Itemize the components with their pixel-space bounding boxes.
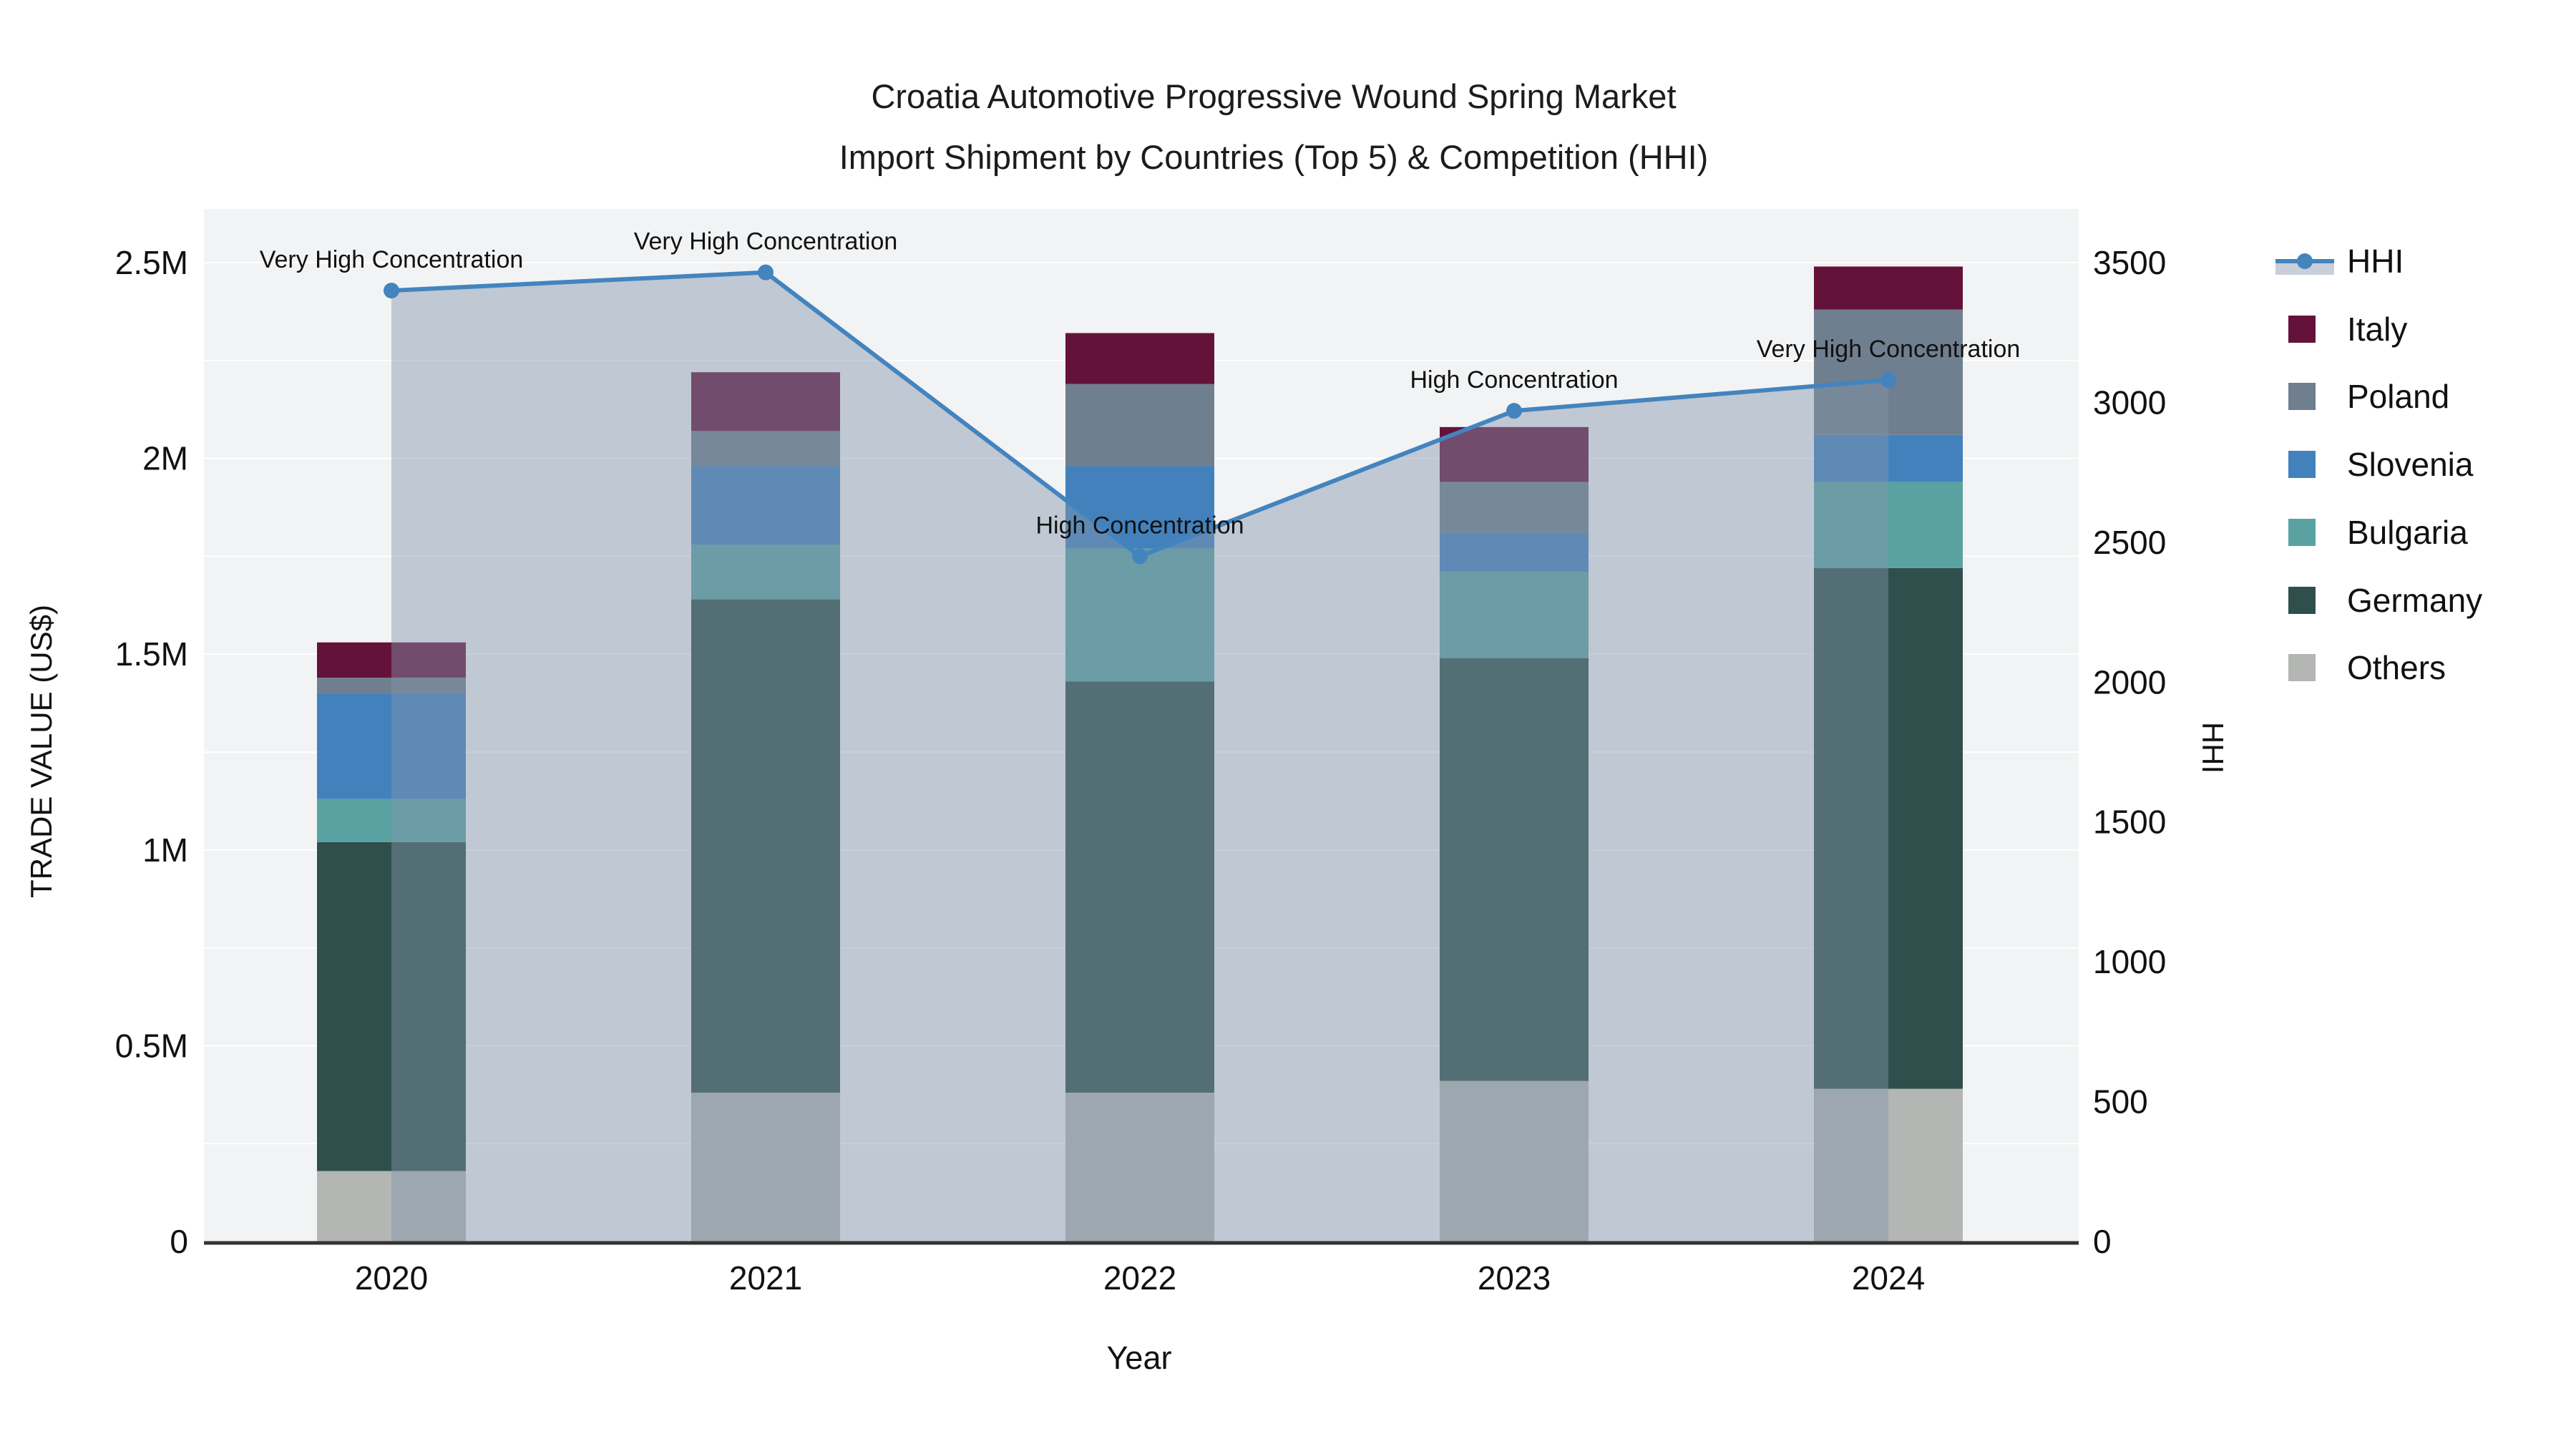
bar-segment-poland-2023[interactable]	[1440, 482, 1589, 533]
chart-title-line2: Import Shipment by Countries (Top 5) & C…	[839, 138, 1709, 176]
y-right-tick: 1000	[2093, 943, 2166, 980]
bar-segment-others-2020[interactable]	[317, 1171, 466, 1241]
y-right-tick: 0	[2093, 1223, 2112, 1260]
legend-swatch-slovenia	[2275, 443, 2334, 486]
bar-segment-bulgaria-2021[interactable]	[691, 544, 840, 600]
bar-segment-bulgaria-2023[interactable]	[1440, 572, 1589, 658]
legend-label: Others	[2347, 649, 2446, 687]
legend-label: Bulgaria	[2347, 513, 2468, 551]
bar-segment-bulgaria-2020[interactable]	[317, 799, 466, 842]
x-tick-2021: 2021	[729, 1259, 802, 1297]
bar-segment-slovenia-2024[interactable]	[1814, 434, 1963, 482]
bar-segment-slovenia-2021[interactable]	[691, 466, 840, 545]
bar-segment-italy-2021[interactable]	[691, 372, 840, 431]
y-axis-title-right: HHI	[2196, 721, 2230, 774]
bar-segment-others-2023[interactable]	[1440, 1080, 1589, 1241]
y-right-tick: 3000	[2093, 384, 2166, 421]
hhi-line-icon	[2275, 240, 2334, 283]
chart-title: Croatia Automotive Progressive Wound Spr…	[839, 66, 1709, 187]
bar-segment-others-2024[interactable]	[1814, 1088, 1963, 1241]
x-tick-2022: 2022	[1103, 1259, 1176, 1297]
annotation-2024: Very High Concentration	[1757, 336, 2021, 363]
legend-item-germany[interactable]: Germany	[2275, 579, 2482, 622]
x-axis-title: Year	[1106, 1340, 1172, 1376]
x-tick-2020: 2020	[355, 1259, 428, 1297]
y-axis-title-left: TRADE VALUE (US$)	[24, 605, 58, 898]
legend-item-hhi[interactable]: HHI	[2275, 240, 2404, 283]
legend-swatch-poland	[2275, 375, 2334, 418]
bar-segment-poland-2021[interactable]	[691, 431, 840, 467]
annotation-2020: Very High Concentration	[260, 246, 524, 273]
hhi-marker-2024[interactable]	[1880, 372, 1896, 389]
legend-label: Slovenia	[2347, 446, 2474, 484]
bar-segment-italy-2022[interactable]	[1065, 333, 1214, 384]
hhi-marker-2021[interactable]	[758, 264, 774, 280]
legend-swatch-italy	[2275, 308, 2334, 351]
bar-segment-germany-2021[interactable]	[691, 599, 840, 1093]
y-left-tick: 1.5M	[115, 635, 188, 673]
bar-segment-slovenia-2020[interactable]	[317, 693, 466, 799]
y-left-tick: 1M	[142, 831, 188, 869]
hhi-area-fill	[391, 272, 1888, 1242]
hhi-marker-2022[interactable]	[1132, 548, 1148, 565]
bar-segment-poland-2022[interactable]	[1065, 384, 1214, 467]
bar-segment-others-2021[interactable]	[691, 1093, 840, 1241]
bar-segment-italy-2024[interactable]	[1814, 266, 1963, 310]
y-right-tick: 2000	[2093, 663, 2166, 701]
bar-segment-bulgaria-2022[interactable]	[1065, 548, 1214, 682]
annotation-2023: High Concentration	[1410, 366, 1618, 394]
legend-label: Italy	[2347, 310, 2408, 348]
bar-segment-italy-2020[interactable]	[317, 642, 466, 678]
legend-label: Germany	[2347, 581, 2483, 619]
bar-segment-germany-2020[interactable]	[317, 841, 466, 1171]
x-tick-2023: 2023	[1478, 1259, 1551, 1297]
legend-item-others[interactable]: Others	[2275, 646, 2446, 689]
bar-segment-bulgaria-2024[interactable]	[1814, 482, 1963, 568]
chart-title-line1: Croatia Automotive Progressive Wound Spr…	[871, 77, 1677, 115]
legend-item-bulgaria[interactable]: Bulgaria	[2275, 511, 2468, 554]
legend-swatch-others	[2275, 646, 2334, 689]
legend-item-italy[interactable]: Italy	[2275, 308, 2407, 351]
legend-item-poland[interactable]: Poland	[2275, 375, 2449, 418]
legend-item-slovenia[interactable]: Slovenia	[2275, 443, 2473, 486]
bar-segment-germany-2023[interactable]	[1440, 658, 1589, 1081]
hhi-marker-2023[interactable]	[1506, 403, 1522, 419]
bar-segment-germany-2024[interactable]	[1814, 567, 1963, 1089]
y-left-tick: 2.5M	[115, 244, 188, 281]
y-right-tick: 500	[2093, 1083, 2148, 1121]
bar-segment-italy-2023[interactable]	[1440, 426, 1589, 482]
annotation-2022: High Concentration	[1035, 512, 1244, 539]
bar-segment-germany-2022[interactable]	[1065, 681, 1214, 1093]
bar-segment-others-2022[interactable]	[1065, 1093, 1214, 1241]
legend-swatch-germany	[2275, 579, 2334, 622]
annotation-2021: Very High Concentration	[634, 228, 898, 255]
bar-segment-slovenia-2023[interactable]	[1440, 532, 1589, 572]
legend-label: HHI	[2347, 243, 2404, 280]
y-right-tick: 1500	[2093, 804, 2166, 841]
y-right-tick: 3500	[2093, 244, 2166, 281]
hhi-marker-2020[interactable]	[384, 283, 399, 299]
y-right-tick: 2500	[2093, 524, 2166, 561]
legend-label: Poland	[2347, 378, 2450, 416]
y-left-tick: 2M	[142, 440, 188, 477]
legend-swatch-bulgaria	[2275, 511, 2334, 554]
y-left-tick: 0	[170, 1223, 188, 1260]
y-left-tick: 0.5M	[115, 1027, 188, 1064]
bar-segment-poland-2020[interactable]	[317, 678, 466, 693]
x-tick-2024: 2024	[1852, 1259, 1925, 1297]
